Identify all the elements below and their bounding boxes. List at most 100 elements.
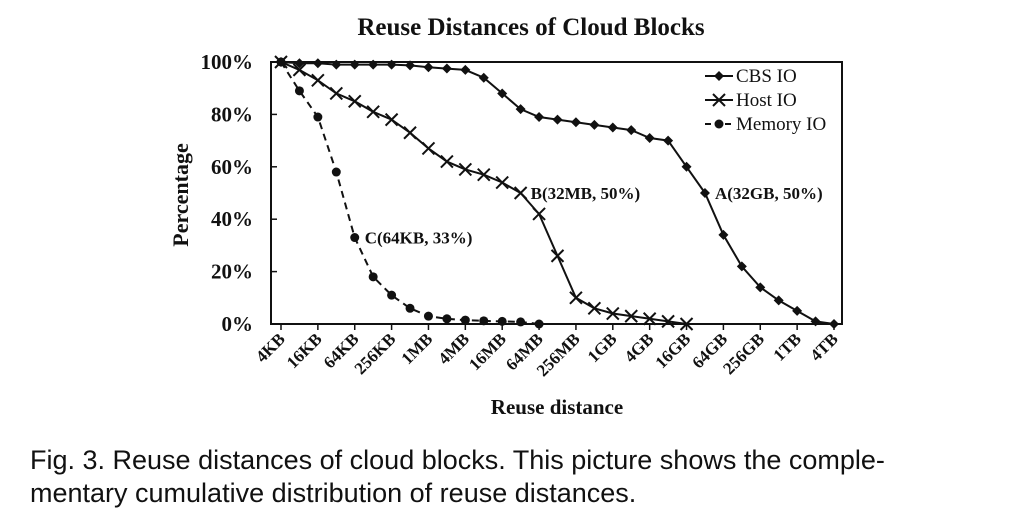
data-point-cbs-io xyxy=(755,282,766,293)
x-tick-label: 16KB xyxy=(283,329,326,372)
data-point-host-io xyxy=(642,312,657,326)
data-point-memory-io xyxy=(331,167,341,177)
series-memory-io xyxy=(276,57,544,329)
data-point-cbs-io xyxy=(441,63,452,74)
data-point-host-io xyxy=(477,167,491,182)
y-tick-label: 100% xyxy=(201,50,254,74)
data-point-host-io xyxy=(532,207,546,221)
legend: CBS IO Host IO Memory IO xyxy=(705,66,826,135)
data-point-host-io xyxy=(329,86,344,101)
legend-item-memory-io: Memory IO xyxy=(705,114,826,135)
data-point-cbs-io xyxy=(478,72,489,83)
data-point-cbs-io xyxy=(589,119,600,130)
legend-label-memory-io: Memory IO xyxy=(736,114,826,135)
data-point-memory-io xyxy=(423,311,433,321)
data-point-host-io xyxy=(624,309,638,323)
x-tick-label: 16GB xyxy=(652,329,695,372)
data-point-host-io xyxy=(513,186,528,200)
data-point-cbs-io xyxy=(515,104,526,115)
annotation-label: B(32MB, 50%) xyxy=(531,184,641,203)
data-point-host-io xyxy=(495,175,509,190)
y-tick-label: 0% xyxy=(222,312,254,336)
legend-label-host-io: Host IO xyxy=(736,90,797,111)
y-tick-label: 80% xyxy=(211,102,253,126)
data-point-memory-io xyxy=(516,317,526,327)
data-point-host-io xyxy=(550,249,565,263)
data-point-memory-io xyxy=(350,233,360,243)
x-tick-label: 4KB xyxy=(252,329,289,366)
data-point-cbs-io xyxy=(699,188,710,198)
x-tick-label: 1MB xyxy=(397,329,436,368)
annotation-label: A(32GB, 50%) xyxy=(715,184,823,203)
data-point-memory-io xyxy=(387,290,397,300)
data-point-host-io xyxy=(661,314,675,329)
y-axis: 0% 20% 40% 60% 80% 100% xyxy=(201,50,277,336)
data-point-host-io xyxy=(384,112,399,127)
data-point-cbs-io xyxy=(773,295,784,306)
data-point-cbs-io xyxy=(718,229,729,240)
legend-label-cbs-io: CBS IO xyxy=(736,66,797,87)
x-axis-label: Reuse distance xyxy=(491,395,623,419)
plot-frame xyxy=(270,61,843,325)
legend-diamond-marker xyxy=(714,71,724,81)
x-tick-label: 1GB xyxy=(584,329,621,366)
data-point-memory-io xyxy=(479,316,489,326)
x-tick-label: 4GB xyxy=(621,329,658,366)
data-point-cbs-io xyxy=(681,161,692,172)
data-point-cbs-io xyxy=(497,88,508,99)
data-point-memory-io xyxy=(460,315,470,325)
data-point-cbs-io xyxy=(423,62,434,73)
chart: Reuse Distances of Cloud Blocks Percenta… xyxy=(168,14,843,419)
data-point-cbs-io xyxy=(570,117,581,128)
legend-x-marker xyxy=(712,93,726,107)
data-point-memory-io xyxy=(294,86,304,96)
data-point-cbs-io xyxy=(405,60,416,71)
data-point-host-io xyxy=(366,105,380,119)
data-point-cbs-io xyxy=(331,59,342,70)
data-point-host-io xyxy=(679,317,694,331)
y-tick-label: 60% xyxy=(211,155,253,179)
series-layer xyxy=(274,55,839,331)
data-point-cbs-io xyxy=(792,305,803,316)
data-point-memory-io xyxy=(497,316,507,326)
data-point-cbs-io xyxy=(460,64,471,75)
data-point-host-io xyxy=(440,154,454,169)
data-point-host-io xyxy=(311,73,325,88)
data-point-cbs-io xyxy=(349,59,360,70)
x-tick-label: 4TB xyxy=(806,329,841,364)
data-point-cbs-io xyxy=(368,59,379,70)
x-tick-label: 1TB xyxy=(769,329,804,364)
data-point-host-io xyxy=(606,306,620,321)
x-tick-label: 256GB xyxy=(719,329,768,378)
data-point-cbs-io xyxy=(829,319,839,329)
series-line-memory-io xyxy=(280,61,540,325)
y-axis-label: Percentage xyxy=(168,143,193,247)
chart-title: Reuse Distances of Cloud Blocks xyxy=(357,14,705,41)
data-point-cbs-io xyxy=(312,58,323,69)
legend-circle-marker xyxy=(714,119,724,129)
data-point-cbs-io xyxy=(736,261,747,272)
caption-line-1: Fig. 3. Reuse distances of cloud blocks.… xyxy=(30,445,885,475)
data-point-host-io xyxy=(403,126,417,140)
data-point-memory-io xyxy=(368,272,378,282)
data-point-cbs-io xyxy=(607,122,618,133)
data-point-cbs-io xyxy=(294,58,305,69)
series-cbs-io xyxy=(276,57,839,329)
data-point-cbs-io xyxy=(552,114,563,125)
data-point-cbs-io xyxy=(626,125,637,136)
data-point-cbs-io xyxy=(644,132,655,143)
data-point-memory-io xyxy=(442,314,452,324)
data-point-memory-io xyxy=(405,303,415,313)
annotations: A(32GB, 50%) B(32MB, 50%) C(64KB, 33%) xyxy=(365,184,823,248)
series-host-io xyxy=(274,55,694,331)
annotation-label: C(64KB, 33%) xyxy=(365,229,473,248)
data-point-cbs-io xyxy=(810,316,821,327)
figure-caption: Fig. 3. Reuse distances of cloud blocks.… xyxy=(30,444,990,510)
y-tick-label: 20% xyxy=(211,260,253,284)
data-point-host-io xyxy=(348,94,362,109)
data-point-host-io xyxy=(458,162,473,177)
caption-line-2: mentary cumulative distribution of reuse… xyxy=(30,478,637,508)
data-point-cbs-io xyxy=(386,59,397,70)
data-point-memory-io xyxy=(276,57,286,67)
